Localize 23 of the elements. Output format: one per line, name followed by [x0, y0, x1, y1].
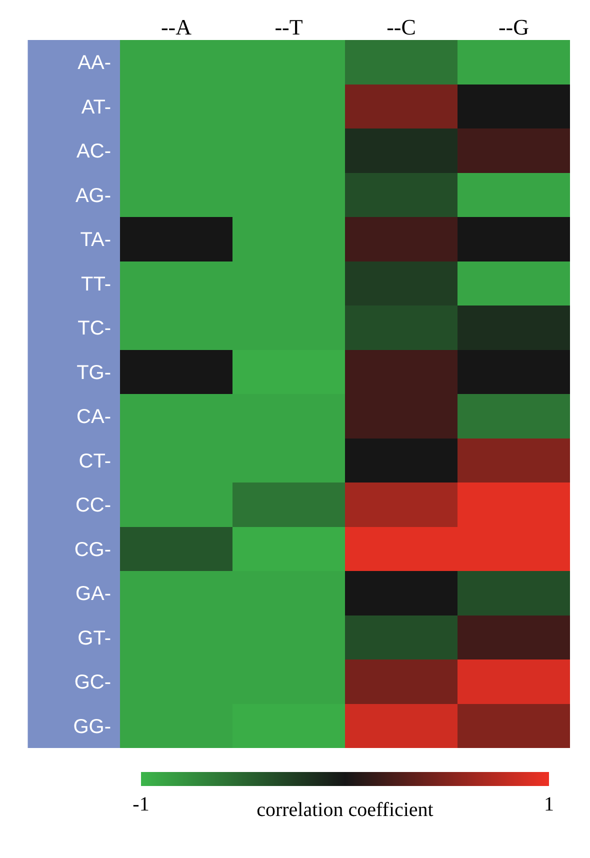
y-tick-label: CC-: [75, 494, 111, 517]
color-bar-label: -1: [132, 794, 150, 816]
y-tick-label: GC-: [74, 672, 111, 694]
y-tick-label: GT-: [78, 627, 111, 650]
y-tick-label: GA-: [75, 583, 111, 606]
y-tick-label: CA-: [76, 406, 111, 428]
y-tick-label: CT-: [78, 450, 111, 472]
y-tick-label: TA-: [80, 229, 111, 252]
y-tick-label: AC-: [76, 140, 111, 163]
y-tick-label: GG-: [73, 716, 111, 738]
y-tick-label: TC-: [78, 318, 111, 340]
x-tick-label: --A: [160, 14, 192, 40]
y-tick-label: AG-: [75, 184, 111, 207]
x-tick-label: --T: [274, 14, 304, 40]
y-tick-label: CG-: [74, 538, 111, 561]
x-tick-label: --G: [498, 14, 530, 40]
y-tick-label: TG-: [76, 362, 111, 384]
color-bar-title: correlation coefficient: [256, 799, 434, 822]
y-tick-label: TT-: [81, 273, 111, 296]
color-bar-label: 1: [544, 794, 554, 816]
y-tick-label: AA-: [78, 52, 111, 74]
y-tick-label: AT-: [81, 96, 111, 118]
x-tick-label: --C: [386, 14, 416, 40]
